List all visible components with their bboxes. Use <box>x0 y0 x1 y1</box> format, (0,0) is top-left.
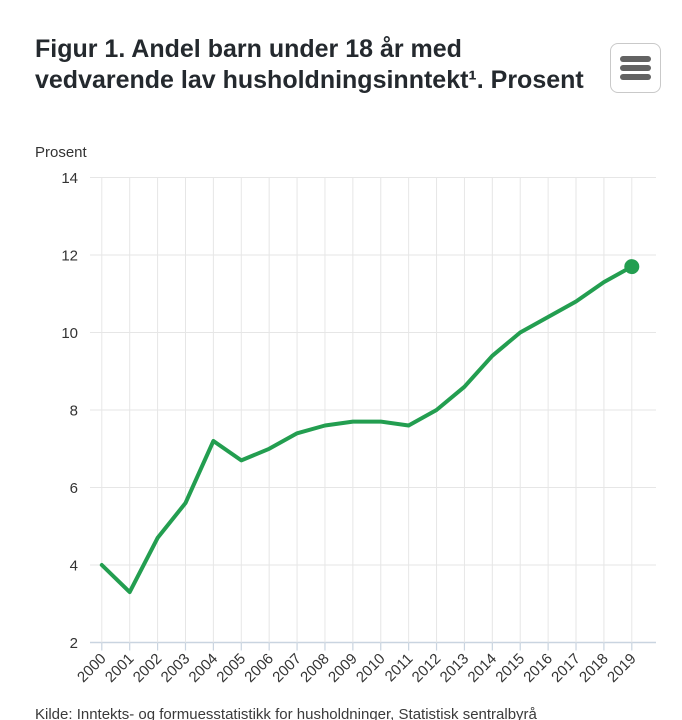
x-tick-label: 2002 <box>130 650 166 686</box>
menu-bar <box>620 74 651 80</box>
source-caption: Kilde: Inntekts- og formuesstatistikk fo… <box>35 706 537 720</box>
x-tick-label: 2013 <box>437 650 473 686</box>
x-tick-label: 2019 <box>604 650 640 686</box>
chart-title-line2: vedvarende lav husholdningsinntekt¹. Pro… <box>35 66 584 94</box>
y-tick-label: 10 <box>61 325 78 342</box>
x-tick-label: 2008 <box>297 650 333 686</box>
x-tick-label: 2010 <box>353 650 389 686</box>
hamburger-menu-icon <box>620 56 651 80</box>
series-line[interactable] <box>99 264 634 595</box>
x-tick-label: 2003 <box>158 650 194 686</box>
x-tick-label: 2000 <box>74 650 110 686</box>
chart-title-line1: Figur 1. Andel barn under 18 år med <box>35 35 462 63</box>
x-tick-label: 2006 <box>241 650 277 686</box>
x-tick-label: 2005 <box>213 650 249 686</box>
x-tick-label: 2004 <box>186 650 222 686</box>
menu-bar <box>620 65 651 71</box>
x-tick-label: 2011 <box>382 650 417 685</box>
menu-bar <box>620 56 651 62</box>
y-tick-label: 8 <box>70 403 78 420</box>
y-tick-label: 4 <box>70 558 78 575</box>
y-tick-label: 2 <box>70 635 78 652</box>
x-tick-label: 2009 <box>325 650 361 686</box>
y-tick-label: 6 <box>70 480 78 497</box>
chart-title: Figur 1. Andel barn under 18 år med vedv… <box>35 34 595 96</box>
x-tick-label: 2001 <box>102 650 138 686</box>
y-tick-label: 12 <box>61 248 78 265</box>
chart-context-menu-button[interactable] <box>610 43 661 93</box>
y-tick-label: 14 <box>61 170 78 187</box>
x-tick-label: 2018 <box>576 650 612 686</box>
last-point-marker[interactable] <box>624 259 640 275</box>
x-tick-label: 2012 <box>409 650 445 686</box>
x-tick-label: 2015 <box>492 650 528 686</box>
x-tick-label: 2017 <box>548 650 584 686</box>
x-tick-label: 2007 <box>269 650 305 686</box>
y-axis-unit-label: Prosent <box>35 144 88 161</box>
x-tick-label: 2014 <box>465 650 501 686</box>
x-tick-label: 2016 <box>520 650 556 686</box>
